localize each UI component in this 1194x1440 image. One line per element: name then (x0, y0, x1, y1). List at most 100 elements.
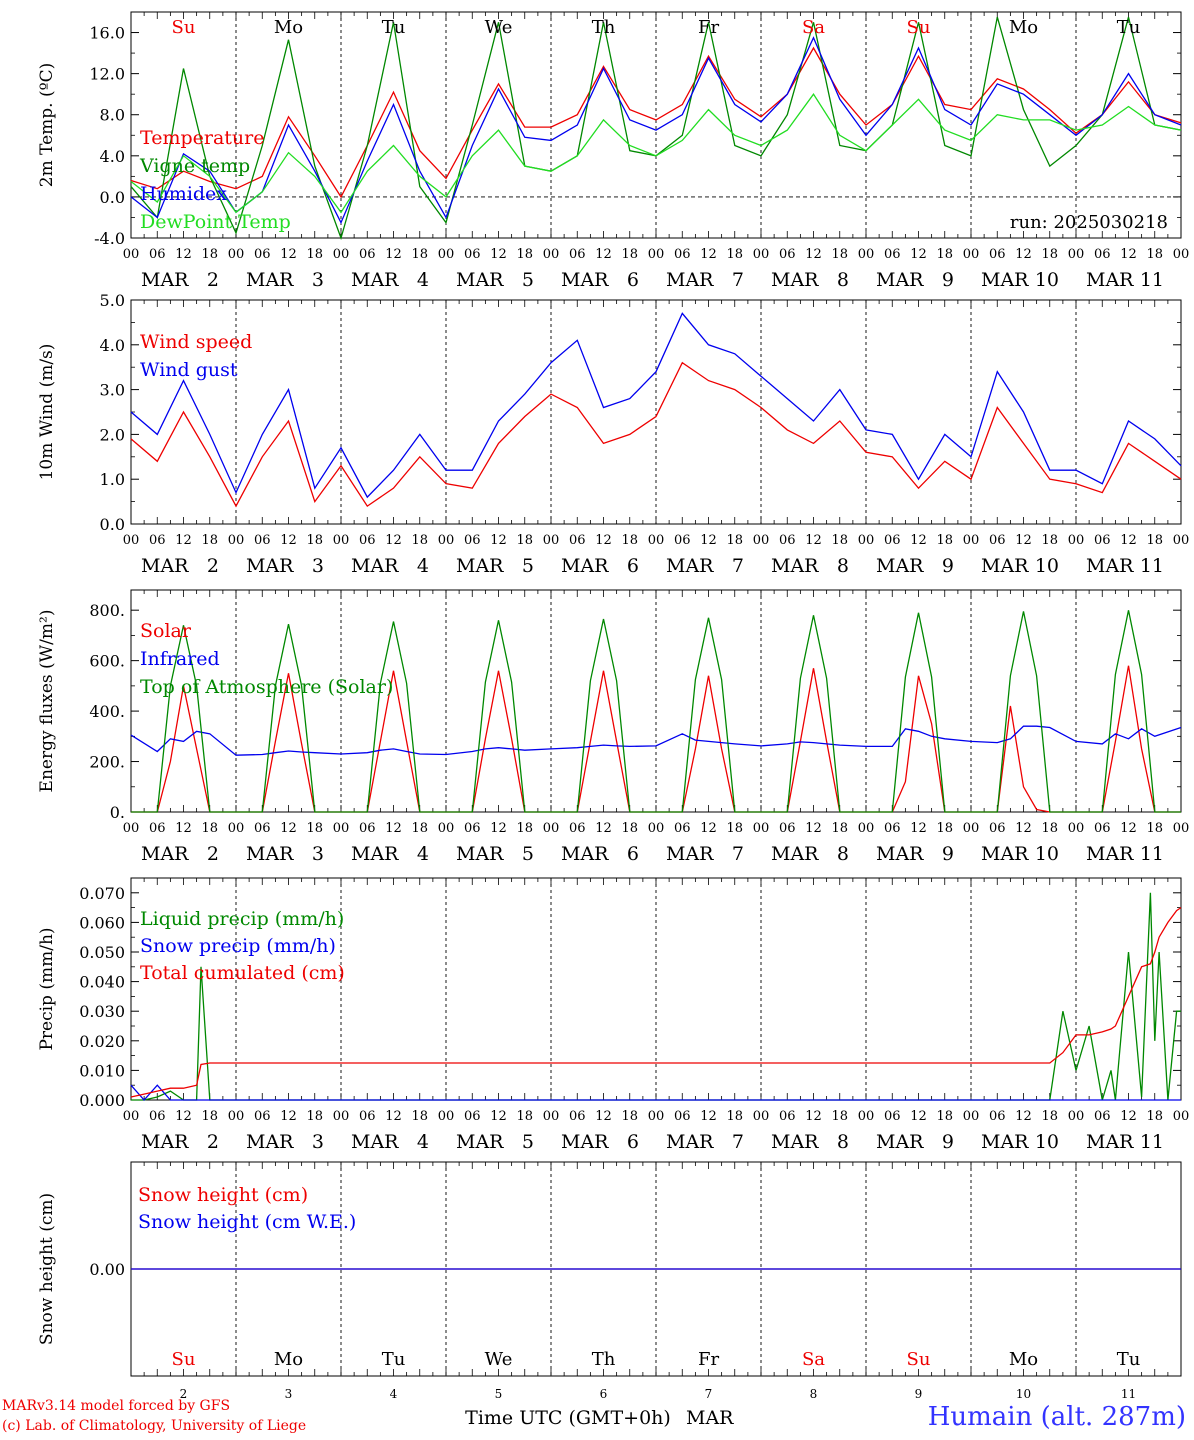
month-label: MAR (141, 269, 189, 291)
hour-tick-label: 12 (595, 247, 612, 262)
month-label: MAR (771, 555, 819, 577)
hour-tick-label: 18 (831, 533, 848, 548)
hour-tick-label: 18 (411, 821, 428, 836)
date-label: 3 (312, 1131, 324, 1153)
month-label: MAR (561, 1131, 609, 1153)
hour-tick-label: 00 (963, 1109, 980, 1124)
hour-tick-label: 18 (516, 247, 533, 262)
month-label: MAR (561, 843, 609, 865)
hour-tick-label: 12 (700, 533, 717, 548)
hour-tick-label: 12 (700, 247, 717, 262)
date-label: 5 (495, 1387, 503, 1401)
hour-tick-label: 00 (123, 533, 140, 548)
legend-entry: Humidex (140, 183, 227, 205)
weekday-label: Fr (698, 1349, 719, 1370)
y-tick-label: 0.0 (100, 515, 125, 534)
legend-entry: Solar (140, 620, 192, 642)
date-label: 5 (522, 269, 534, 291)
month-label: MAR (666, 555, 714, 577)
panel-snow: 0.00 Snow height (cm) Snow height (cm) Snow… (37, 1161, 1182, 1429)
y-axis-label: Snow height (cm) (37, 1193, 57, 1345)
date-label: 11 (1140, 843, 1164, 865)
hour-tick-label: 00 (438, 247, 455, 262)
hour-tick-label: 18 (1146, 247, 1163, 262)
hour-tick-label: 00 (543, 533, 560, 548)
month-label: MAR (456, 555, 504, 577)
hour-tick-label: 00 (228, 247, 245, 262)
date-label: 9 (942, 1131, 954, 1153)
credits-line-1: MARv3.14 model forced by GFS (2, 1398, 231, 1414)
hour-tick-label: 06 (569, 247, 586, 262)
legend-entry: Temperature (140, 127, 264, 149)
hour-tick-label: 18 (1041, 533, 1058, 548)
date-label: 10 (1016, 1387, 1031, 1401)
hour-tick-label: 06 (884, 1109, 901, 1124)
weekday-label: Tu (1117, 1349, 1141, 1370)
month-label: MAR (1086, 269, 1134, 291)
hour-tick-label: 00 (1173, 1109, 1190, 1124)
hour-tick-label: 18 (411, 533, 428, 548)
hour-tick-label: 12 (1120, 821, 1137, 836)
hour-tick-label: 12 (385, 1109, 402, 1124)
month-label: MAR (246, 555, 294, 577)
legend-entry: Snow height (cm W.E.) (138, 1211, 356, 1233)
date-label: 7 (705, 1387, 713, 1401)
hour-tick-label: 18 (1041, 1109, 1058, 1124)
month-label: MAR (1086, 843, 1134, 865)
hour-tick-label: 00 (1068, 1109, 1085, 1124)
hour-tick-label: 12 (490, 533, 507, 548)
hour-tick-label: 18 (1146, 533, 1163, 548)
hour-tick-label: 18 (831, 247, 848, 262)
month-label: MAR (351, 843, 399, 865)
hour-tick-label: 06 (989, 1109, 1006, 1124)
hour-tick-label: 12 (175, 821, 192, 836)
date-label: 6 (627, 555, 639, 577)
weekday-label: We (485, 1349, 513, 1370)
hour-tick-label: 18 (1146, 821, 1163, 836)
date-label: 5 (522, 555, 534, 577)
y-tick-label: 0.070 (79, 884, 125, 903)
hour-tick-label: 06 (359, 533, 376, 548)
date-label: 6 (600, 1387, 608, 1401)
weekday-label: Fr (698, 17, 719, 38)
hour-tick-label: 00 (858, 1109, 875, 1124)
month-label: MAR (561, 269, 609, 291)
hour-tick-label: 06 (779, 1109, 796, 1124)
month-label: MAR (141, 1131, 189, 1153)
date-label: 7 (732, 843, 744, 865)
hour-tick-label: 00 (1173, 533, 1190, 548)
hour-tick-label: 00 (123, 1109, 140, 1124)
date-label: 5 (522, 843, 534, 865)
date-label: 2 (207, 269, 219, 291)
hour-tick-label: 12 (490, 821, 507, 836)
month-label: MAR (351, 1131, 399, 1153)
hour-tick-label: 18 (411, 1109, 428, 1124)
date-label: 7 (732, 269, 744, 291)
y-tick-label: 1.0 (100, 470, 125, 489)
month-label: MAR (561, 555, 609, 577)
y-tick-label: 4.0 (100, 147, 125, 166)
weekday-label: Su (172, 17, 196, 38)
month-label: MAR (351, 555, 399, 577)
hour-tick-label: 00 (858, 247, 875, 262)
y-tick-label: 16.0 (89, 24, 125, 43)
hour-tick-label: 18 (306, 533, 323, 548)
hour-tick-label: 12 (280, 1109, 297, 1124)
date-label: 8 (810, 1387, 818, 1401)
hour-tick-label: 06 (359, 247, 376, 262)
hour-tick-label: 12 (1015, 533, 1032, 548)
hour-tick-label: 00 (858, 821, 875, 836)
y-axis-label: Energy fluxes (W/m²) (37, 610, 57, 793)
hour-tick-label: 06 (254, 247, 271, 262)
series-line-blue (130, 725, 1182, 756)
month-label: MAR (246, 269, 294, 291)
y-tick-label: 0. (110, 803, 125, 822)
hour-tick-label: 12 (805, 247, 822, 262)
hour-tick-label: 00 (648, 247, 665, 262)
hour-tick-label: 12 (175, 533, 192, 548)
month-label: MAR (246, 843, 294, 865)
hour-tick-label: 06 (779, 821, 796, 836)
weekday-label: Su (907, 1349, 931, 1370)
hour-tick-label: 12 (490, 1109, 507, 1124)
month-label: MAR (456, 269, 504, 291)
